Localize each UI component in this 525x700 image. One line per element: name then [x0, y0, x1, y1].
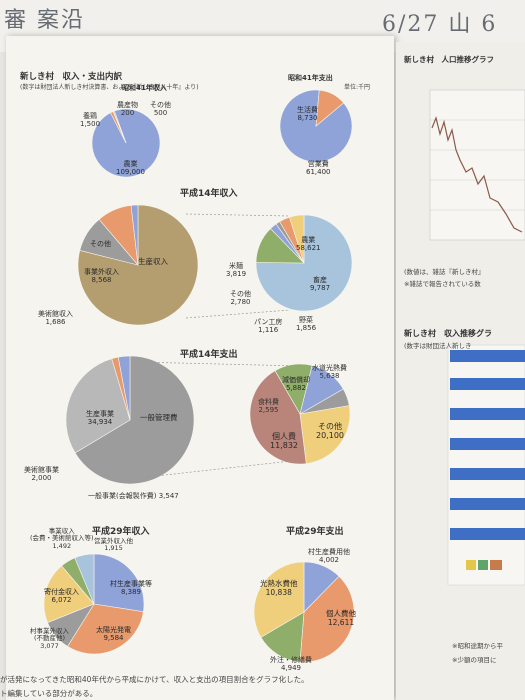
slice-label: 外注・修繕費 4,949: [270, 656, 312, 673]
connector-line: [137, 361, 301, 367]
slice-label: 事業収入 (会費・美術館収入等) 1,492: [30, 527, 94, 550]
slice-label: その他 2,780: [230, 290, 251, 307]
income-bar: [450, 468, 525, 480]
income-bar: [450, 528, 525, 540]
right-foot-1: ※昭和途期から平: [452, 642, 503, 650]
population-line: [431, 116, 523, 233]
pie-h14-income-detail-slice: [255, 214, 353, 312]
income-bar-segment: [490, 560, 502, 570]
pie-h14-expense-slice: [117, 355, 131, 421]
slice-label: 生活費 8,730: [297, 106, 318, 123]
right-note-1: (数値は、雑誌『新しき村』: [404, 268, 485, 276]
income-bar: [450, 350, 525, 362]
page-subtitle: (数字は財団法人新しき村決算書、および『新しき村八十年』より): [20, 84, 199, 91]
slice-label: 農業 58,621: [296, 236, 321, 253]
slice-label: 光熱水費他 10,838: [260, 579, 298, 597]
slice-label: 減価償却 5,882: [282, 376, 310, 393]
slice-label: 村生産事業等 8,389: [110, 580, 152, 597]
slice-label: その他 20,100: [316, 422, 344, 441]
handwritten-note-left: 審 案沿: [4, 8, 85, 33]
slice-label: 個人費他 12,611: [326, 609, 356, 627]
pie-s41-income-slice: [113, 110, 127, 144]
connector-line: [185, 309, 291, 319]
chart-title-h14-income: 平成14年収入: [180, 189, 238, 199]
pie-h14-expense-slice: [74, 355, 195, 485]
income-bar-chart-title: 新しき村 収入推移グラ: [404, 329, 492, 338]
chart-title-s41-expense: 昭和41年支出: [288, 74, 333, 82]
pie-h29-income-slice: [74, 553, 95, 605]
pie-h14-expense-slice: [65, 358, 131, 454]
right-foot-2: ※少額の項目に: [452, 656, 497, 664]
slice-label: 村生産費用他 4,002: [308, 548, 350, 565]
pie-h14-income-slice: [130, 204, 139, 266]
slice-label: 野菜 1,856: [296, 316, 317, 333]
chart-title-h29-income: 平成29年収入: [92, 527, 150, 537]
income-bar: [450, 498, 525, 510]
slice-label: 生産事業 34,934: [86, 410, 114, 427]
right-note-2: ※雑誌で報告されている数: [404, 280, 481, 288]
income-bar: [450, 378, 525, 390]
slice-label: 食料費 2,595: [258, 398, 279, 415]
pie-h14-expense-detail-slice: [299, 405, 351, 464]
slice-label: 個人費 11,832: [270, 432, 298, 451]
slice-label: 生産収入: [138, 257, 168, 266]
chart-title-h14-expense: 平成14年支出: [180, 350, 238, 360]
pie-s41-expense-slice: [315, 89, 345, 127]
slice-label: 農業 109,000: [116, 160, 145, 177]
slice-label: 事業外収入 8,568: [84, 268, 119, 285]
pie-h29-income-slice: [43, 565, 95, 623]
chart-title-s41-income: 昭和41年収入: [122, 84, 167, 92]
chart-title-h29-expense: 平成29年支出: [286, 527, 344, 537]
slice-label: その他: [90, 240, 111, 248]
slice-label: その他 500: [150, 101, 171, 118]
slice-label: 一般管理費: [140, 413, 178, 422]
slice-label: 営業外収入他 1,915: [94, 537, 133, 553]
pie-h29-income-slice: [93, 553, 145, 613]
population-line-chart: [429, 89, 525, 241]
pie-h29-expense-slice: [260, 611, 305, 663]
slice-label: 営業費 61,400: [306, 160, 331, 177]
connector-line: [185, 213, 291, 217]
handwritten-note-right: 6/27 山 6: [382, 12, 498, 37]
slice-label: 太陽光発電 9,584: [96, 626, 131, 643]
slice-label: 畜産 9,787: [310, 276, 331, 293]
footer-text-line2: ト編集している部分がある。: [0, 689, 98, 698]
pie-h29-expense-slice: [299, 575, 355, 663]
pie-h29-expense-slice: [253, 561, 305, 638]
pie-h14-expense-detail-slice: [249, 370, 307, 465]
slice-label: 美術館事業 2,000: [24, 466, 59, 483]
income-bar-chart-subtitle: (数字は財団法人新しき: [404, 342, 472, 350]
slice-label: 寄付金収入 6,072: [44, 588, 79, 605]
slice-label: 美術館収入 1,686: [38, 310, 73, 327]
slice-label: パン工房 1,116: [254, 318, 283, 335]
page-title: 新しき村 収入・支出内訳: [20, 72, 123, 82]
income-bar: [450, 438, 525, 450]
slice-label: 農産物 200: [117, 101, 138, 118]
slice-label: 米麺 3,819: [226, 262, 247, 279]
income-bar: [450, 408, 525, 420]
unit-label: 単位:千円: [344, 84, 371, 91]
population-chart-title: 新しき村 人口推移グラフ: [404, 55, 494, 64]
slice-label: 養鶏 1,500: [80, 112, 101, 129]
income-bar-segment: [478, 560, 488, 570]
connector-line: [137, 459, 301, 479]
pie-h14-income-detail-slice: [289, 214, 305, 264]
footer-text-line1: が活発になってきた昭和40年代から平成にかけて、収入と支出の項目割合をグラフ化し…: [0, 675, 309, 684]
pie-s41-income-slice: [91, 108, 161, 178]
income-bar-segment: [466, 560, 476, 570]
slice-label: 一般事業(会報製作費) 3,547: [88, 492, 179, 500]
slice-label: 水道光熱費 5,638: [312, 364, 347, 381]
slice-label: 村事業外収入 (不動産他) 3,077: [30, 627, 69, 650]
